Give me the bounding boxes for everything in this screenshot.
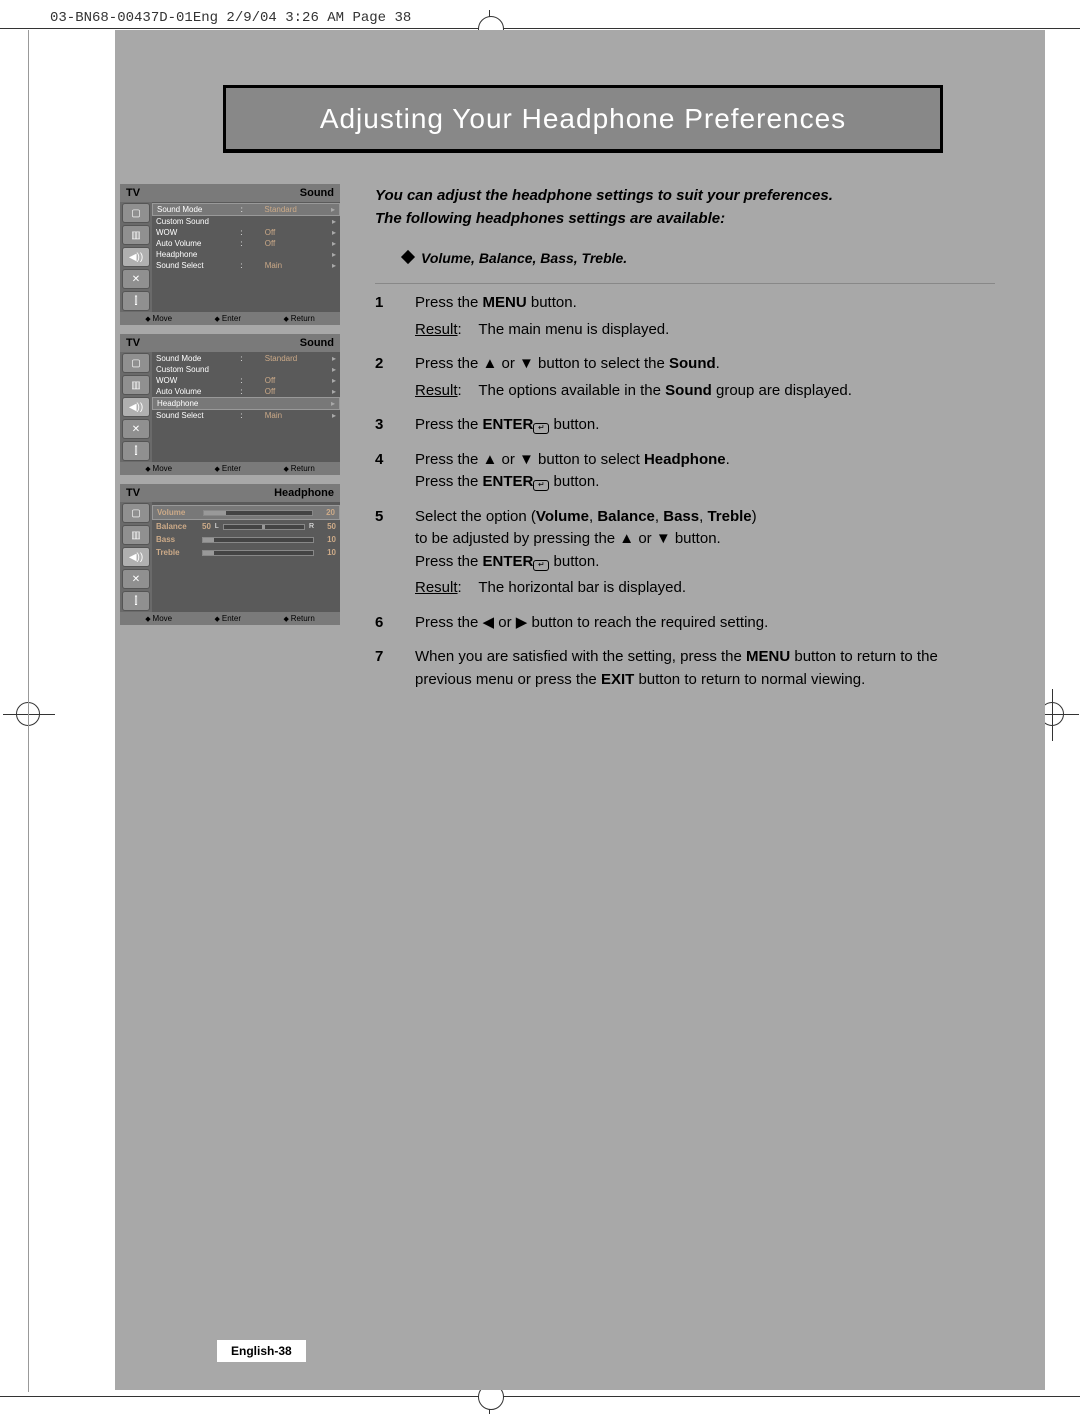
menu-icon: ◀)) — [122, 397, 150, 417]
step-number: 7 — [375, 646, 415, 691]
menu-icon: ▢ — [122, 353, 150, 373]
slider-row: Balance50LR50 — [152, 520, 340, 533]
step-body: Press the ▲ or ▼ button to select Headph… — [415, 449, 995, 494]
result-label: Result — [415, 321, 458, 338]
menu-row: Auto Volume:Off▸ — [152, 386, 340, 397]
menu-header: TVSound — [120, 184, 340, 202]
slider-row: Volume20 — [152, 505, 340, 520]
menu-row: Sound Mode:Standard▸ — [152, 203, 340, 216]
menu-icon: ⫿ — [122, 291, 150, 311]
menu-footer: MoveEnterReturn — [120, 462, 340, 475]
result-label: Result — [415, 382, 458, 399]
menu-row: WOW:Off▸ — [152, 375, 340, 386]
menu-row: Custom Sound▸ — [152, 364, 340, 375]
step: 4Press the ▲ or ▼ button to select Headp… — [375, 449, 995, 494]
menu-row: Sound Select:Main▸ — [152, 410, 340, 421]
step: 7When you are satisfied with the setting… — [375, 646, 995, 691]
slider-row: Bass10 — [152, 533, 340, 546]
step-body: When you are satisfied with the setting,… — [415, 646, 995, 691]
step-body: Press the MENU button.Result: The main m… — [415, 292, 995, 341]
crop-mark-top — [0, 28, 1080, 29]
step-body: Select the option (Volume, Balance, Bass… — [415, 506, 995, 600]
step-number: 2 — [375, 353, 415, 402]
menu-icon: ▥ — [122, 375, 150, 395]
menu-icon: ▥ — [122, 225, 150, 245]
menu-icon: ⫿ — [122, 591, 150, 611]
tv-menu-1: TVSound ▢▥◀))✕⫿ Sound Mode:Standard▸Custo… — [120, 184, 340, 325]
divider — [375, 283, 995, 284]
crop-mark-bottom — [0, 1396, 1080, 1397]
step-number: 1 — [375, 292, 415, 341]
margin-line — [28, 30, 29, 1392]
page-title: Adjusting Your Headphone Preferences — [320, 103, 846, 135]
step-number: 6 — [375, 612, 415, 635]
menu-icon: ▢ — [122, 503, 150, 523]
menu-header: TVHeadphone — [120, 484, 340, 502]
menu-row: WOW:Off▸ — [152, 227, 340, 238]
intro-text: You can adjust the headphone settings to… — [375, 185, 995, 230]
step-number: 5 — [375, 506, 415, 600]
menu-row: Sound Select:Main▸ — [152, 260, 340, 271]
menu-icon: ✕ — [122, 269, 150, 289]
menu-icon: ▢ — [122, 203, 150, 223]
menu-icon: ▥ — [122, 525, 150, 545]
settings-list: Volume, Balance, Bass, Treble. — [403, 248, 995, 269]
step-number: 4 — [375, 449, 415, 494]
steps-list: 1Press the MENU button.Result: The main … — [375, 292, 995, 691]
menu-row: Auto Volume:Off▸ — [152, 238, 340, 249]
step: 3Press the ENTER↵ button. — [375, 414, 995, 437]
menu-icon: ◀)) — [122, 547, 150, 567]
menu-icon: ⫿ — [122, 441, 150, 461]
menu-header: TVSound — [120, 334, 340, 352]
step-body: Press the ▲ or ▼ button to select the So… — [415, 353, 995, 402]
page-body: Adjusting Your Headphone Preferences TVS… — [115, 30, 1045, 1390]
step: 2Press the ▲ or ▼ button to select the S… — [375, 353, 995, 402]
diamond-icon — [401, 250, 415, 264]
menu-row: Headphone▸ — [152, 397, 340, 410]
menu-icon: ◀)) — [122, 247, 150, 267]
page-number: English-38 — [217, 1340, 306, 1362]
step: 5Select the option (Volume, Balance, Bas… — [375, 506, 995, 600]
slider-row: Treble10 — [152, 546, 340, 559]
step-body: Press the ENTER↵ button. — [415, 414, 995, 437]
step: 6Press the ◀ or ▶ button to reach the re… — [375, 612, 995, 635]
step: 1Press the MENU button.Result: The main … — [375, 292, 995, 341]
menu-icon: ✕ — [122, 419, 150, 439]
menu-row: Sound Mode:Standard▸ — [152, 353, 340, 364]
tv-menu-2: TVSound ▢▥◀))✕⫿ Sound Mode:Standard▸Custo… — [120, 334, 340, 475]
menu-footer: MoveEnterReturn — [120, 312, 340, 325]
step-number: 3 — [375, 414, 415, 437]
page-title-box: Adjusting Your Headphone Preferences — [223, 85, 943, 153]
menu-row: Headphone▸ — [152, 249, 340, 260]
content-column: You can adjust the headphone settings to… — [375, 185, 995, 703]
crop-header: 03-BN68-00437D-01Eng 2/9/04 3:26 AM Page… — [50, 10, 411, 26]
result-label: Result — [415, 579, 458, 596]
menu-row: Custom Sound▸ — [152, 216, 340, 227]
menu-footer: MoveEnterReturn — [120, 612, 340, 625]
tv-menu-3: TVHeadphone ▢▥◀))✕⫿ Volume20Balance50LR50… — [120, 484, 340, 625]
step-body: Press the ◀ or ▶ button to reach the req… — [415, 612, 995, 635]
menu-icon: ✕ — [122, 569, 150, 589]
